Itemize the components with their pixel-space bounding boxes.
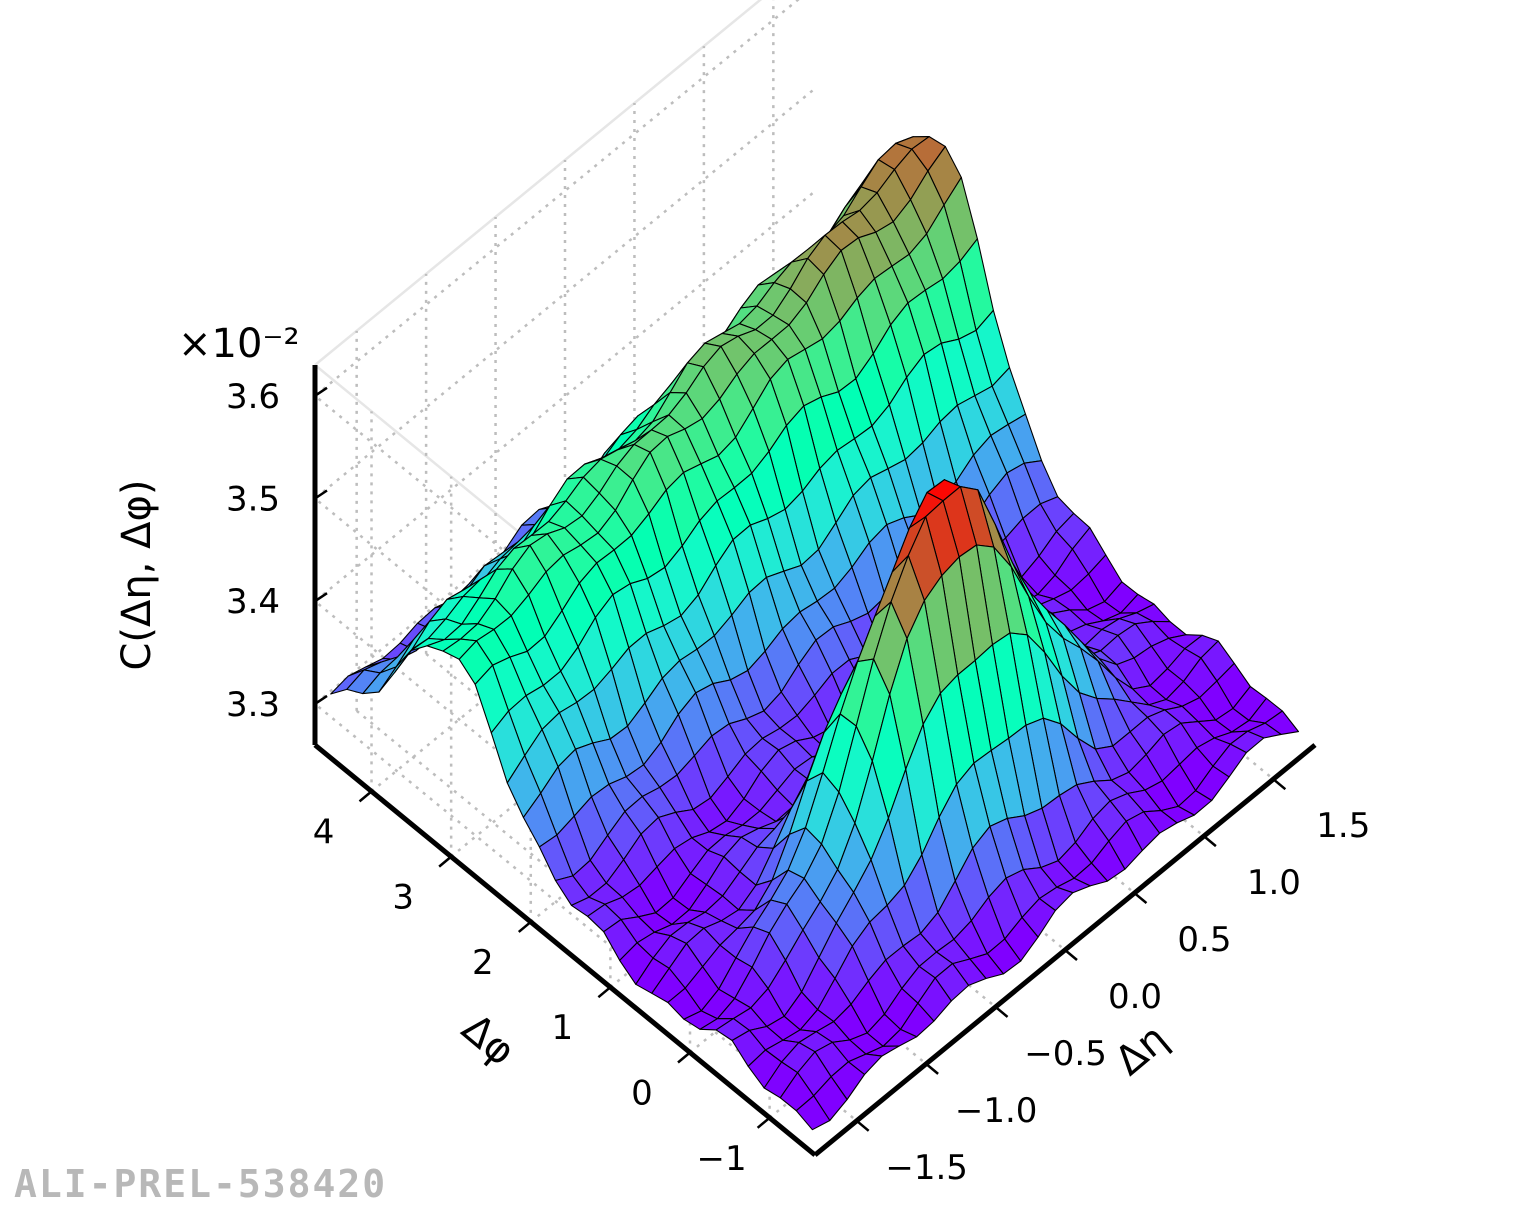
- axes-lines: −1.5 −1.0 −0.50.0 0.5 1.0 1.5 −1 0 1 2 3 4 3.3 3.4 3.5…: [226, 365, 1370, 1188]
- z-tick: [314, 694, 328, 705]
- z-axis-label: C(Δη, Δφ): [114, 479, 160, 670]
- x-tick-label: 1.5: [1316, 806, 1370, 846]
- x-tick: [855, 1119, 870, 1132]
- x-tick-label: −1.0: [955, 1091, 1038, 1131]
- z-tick: [314, 386, 328, 397]
- y-tick-label: 3: [392, 878, 414, 918]
- x-axis-label: Δη: [1107, 1015, 1177, 1084]
- x-tick: [1133, 892, 1148, 905]
- y-tick: [358, 790, 373, 803]
- x-tick: [1272, 778, 1287, 791]
- surface-mesh: [330, 136, 1300, 1131]
- y-tick: [517, 920, 532, 933]
- x-tick-label: 0.5: [1177, 920, 1231, 960]
- y-tick-label: −1: [697, 1139, 747, 1179]
- surface-cell: [795, 1095, 831, 1131]
- y-axis-line: [313, 743, 817, 1157]
- x-tick-label: −1.5: [885, 1148, 968, 1188]
- x-tick: [1064, 949, 1078, 961]
- x-tick: [994, 1005, 1009, 1018]
- x-tick: [1203, 835, 1217, 848]
- z-multiplier: ×10⁻²: [178, 321, 300, 367]
- y-tick-label: 4: [313, 812, 335, 852]
- z-tick-label: 3.4: [226, 582, 280, 622]
- x-tick-label: −0.5: [1024, 1034, 1107, 1074]
- y-axis-label: Δφ: [453, 1005, 524, 1075]
- z-tick-label: 3.6: [226, 377, 280, 417]
- z-tick-label: 3.5: [226, 480, 280, 520]
- x-tick-label: 1.0: [1247, 863, 1301, 903]
- x-tick-label: 0.0: [1108, 977, 1162, 1017]
- x-tick: [925, 1062, 939, 1075]
- z-tick: [314, 592, 328, 603]
- y-tick: [756, 1116, 771, 1129]
- y-tick-label: 2: [472, 943, 494, 983]
- watermark: ALI-PREL-538420: [14, 1162, 388, 1206]
- z-tick-label: 3.3: [226, 685, 280, 725]
- z-tick: [314, 489, 328, 500]
- y-tick: [677, 1051, 691, 1064]
- y-tick: [438, 855, 452, 868]
- y-tick-label: 0: [631, 1074, 653, 1114]
- y-tick-label: 1: [552, 1008, 574, 1048]
- y-tick: [597, 986, 612, 999]
